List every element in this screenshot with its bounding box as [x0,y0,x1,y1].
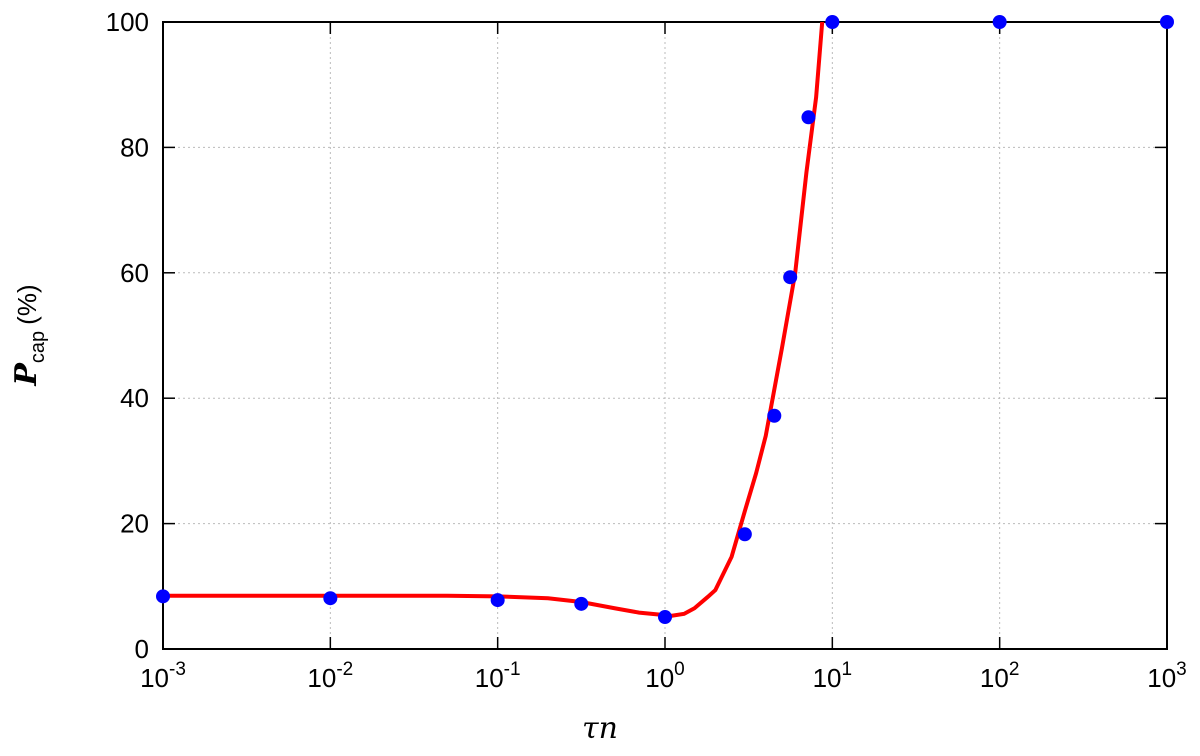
data-point [490,593,505,608]
x-tick-label: 103 [1147,659,1187,693]
data-point [156,589,170,604]
data-point [658,610,672,625]
x-tick-base: 10 [813,663,842,693]
x-tick-label: 100 [645,659,685,693]
x-tick-base: 10 [140,663,169,693]
data-point [323,591,338,606]
x-tick-label: 102 [980,659,1020,693]
plot-frame [162,21,1168,650]
x-tick-exponent: -3 [169,659,186,680]
x-tick-base: 10 [307,663,336,693]
x-tick-label: 10-2 [307,659,353,693]
y-label-sub: cap [27,331,49,363]
x-tick-exponent: -2 [336,659,353,680]
y-tick-label: 80 [120,132,149,162]
x-tick-base: 10 [1147,663,1176,693]
x-tick-exponent: -1 [504,659,521,680]
data-point [783,270,798,285]
y-label-unit: (%) [12,284,42,324]
y-tick-label: 60 [120,258,149,288]
x-axis-label: τn [582,711,618,746]
x-tick-base: 10 [645,663,674,693]
y-label-main: P [9,362,44,387]
x-tick-base: 10 [980,663,1009,693]
y-tick-label: 0 [135,634,149,664]
data-point [767,408,782,423]
y-tick-label: 20 [120,509,149,539]
x-tick-exponent: 3 [1176,659,1187,680]
x-tick-exponent: 1 [842,659,853,680]
x-tick-label: 10-1 [475,659,521,693]
x-tick-label: 101 [813,659,853,693]
y-axis-label: Pcap (%) [9,284,49,386]
data-point [1160,15,1174,29]
x-tick-label: 10-3 [140,659,186,693]
data-point [574,596,589,611]
curve [163,22,825,618]
x-tick-base: 10 [475,663,504,693]
y-tick-label: 40 [120,383,149,413]
y-tick-label: 100 [106,7,149,37]
data-point [992,15,1007,29]
x-tick-exponent: 0 [674,659,685,680]
x-tick-exponent: 2 [1009,659,1020,680]
data-point [801,110,816,125]
data-point [825,15,840,29]
data-point [737,527,752,542]
